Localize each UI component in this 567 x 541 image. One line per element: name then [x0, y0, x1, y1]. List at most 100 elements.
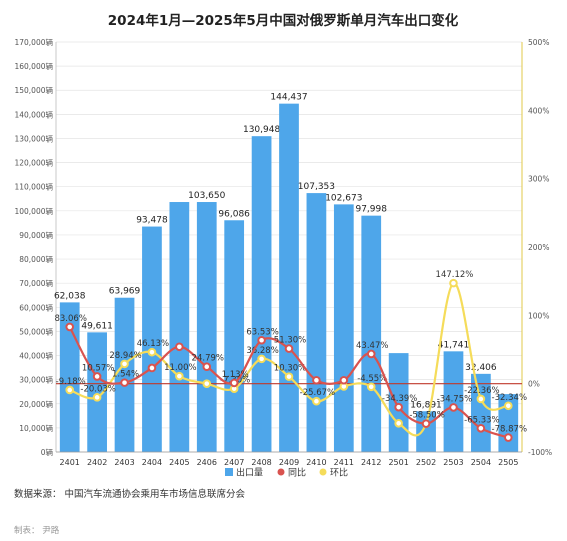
data-point	[449, 403, 458, 412]
x-tick-label: 2401	[60, 458, 80, 467]
yoy-series: 83.06% 10.57%1.54% 24.79% 1.13% 63.53%51.30%…	[54, 314, 527, 442]
y-axis-left: 0辆 10,000辆 20,000辆 30,000辆 40,000辆 50,000辆 60,…	[14, 37, 53, 457]
data-point	[147, 363, 157, 373]
data-point	[503, 401, 513, 411]
data-point	[65, 385, 75, 395]
y2-tick-label: 200%	[528, 243, 549, 252]
data-point	[175, 342, 184, 352]
data-point	[339, 375, 349, 385]
y2-tick-label: 400%	[528, 106, 549, 115]
bar	[114, 297, 135, 452]
point-label: 147.12%	[436, 270, 474, 280]
bar-label: 97,998	[355, 205, 387, 215]
x-tick-label: 2502	[416, 458, 436, 467]
y-tick-label: 20,000辆	[19, 399, 53, 409]
y-tick-label: 140,000辆	[14, 109, 53, 119]
data-point	[476, 424, 486, 433]
chart-title: 2024年1月—2025年5月中国对俄罗斯单月汽车出口变化	[108, 12, 459, 29]
y-tick-label: 70,000辆	[19, 278, 53, 288]
data-point	[120, 359, 129, 369]
point-label: 46.13%	[137, 339, 169, 349]
y-tick-label: 130,000辆	[14, 133, 53, 143]
y-tick-label: 110,000辆	[14, 182, 53, 192]
point-label: -22.36%	[464, 386, 499, 396]
bar-label: 63,969	[109, 287, 141, 297]
y2-tick-label: 500%	[528, 38, 549, 47]
data-point	[284, 372, 294, 381]
point-label: 28.94%	[109, 351, 141, 361]
point-label: 43.47%	[356, 341, 388, 351]
bar	[251, 136, 272, 452]
data-point	[65, 322, 75, 332]
point-label: -4.55%	[357, 374, 387, 384]
y-tick-label: 0辆	[41, 447, 54, 457]
bar-label: 144,437	[270, 93, 307, 103]
point-label: 51.30%	[274, 336, 306, 346]
point-label: -20.03%	[80, 384, 115, 394]
point-label: -58.50%	[409, 411, 444, 421]
bar-series: 62,038 49,611 63,969 93,478 103,650 96,086 130…	[54, 93, 519, 452]
data-point	[257, 354, 266, 364]
point-label: 1.13%	[222, 370, 249, 380]
x-tick-label: 2411	[334, 458, 354, 467]
legend-label: 出口量	[236, 467, 263, 479]
bar-label: 96,086	[218, 209, 250, 219]
point-label: -32.34%	[492, 393, 527, 403]
x-tick-label: 2505	[498, 458, 518, 467]
bar-label: 49,611	[81, 321, 113, 331]
y-tick-label: 80,000辆	[19, 254, 53, 264]
x-tick-label: 2412	[361, 458, 381, 467]
bar-label: 103,650	[188, 191, 225, 201]
y2-tick-label: 300%	[528, 175, 549, 184]
bar	[361, 215, 382, 452]
bar-label: 130,948	[243, 125, 280, 135]
x-tick-label: 2410	[306, 458, 326, 467]
data-point	[476, 394, 486, 404]
x-tick-label: 2406	[197, 458, 217, 467]
combo-chart: 2024年1月—2025年5月中国对俄罗斯单月汽车出口变化 0辆 10,000辆 2…	[14, 12, 552, 479]
y-axis-right: -100% 0% 100% 200% 300% 400% 500%	[528, 38, 552, 457]
x-tick-label: 2403	[114, 458, 134, 467]
legend-swatch-mom	[319, 468, 327, 476]
data-point	[312, 396, 321, 406]
y-tick-label: 60,000辆	[19, 302, 53, 312]
data-point	[202, 362, 212, 372]
data-point	[202, 379, 212, 388]
bar-label: 93,478	[136, 216, 168, 226]
y-tick-label: 170,000辆	[14, 37, 53, 47]
point-label: 83.06%	[54, 314, 86, 324]
data-point	[147, 347, 157, 357]
point-label: 24.79%	[192, 354, 224, 364]
data-point	[92, 372, 102, 381]
y-tick-label: 50,000辆	[19, 326, 53, 336]
bar-label: 62,038	[54, 291, 86, 301]
legend: 出口量 同比 环比	[225, 467, 348, 479]
x-tick-label: 2407	[224, 458, 244, 467]
bar	[142, 226, 162, 452]
bar	[471, 373, 491, 452]
y-tick-label: 40,000辆	[19, 351, 53, 361]
data-source: 数据来源： 中国汽车流通协会乘用车市场信息联席分会	[14, 489, 246, 500]
y-tick-label: 120,000辆	[14, 158, 53, 168]
data-point	[257, 335, 266, 345]
y2-tick-label: 0%	[528, 380, 540, 389]
x-tick-label: 2402	[87, 458, 107, 467]
data-point	[503, 433, 513, 442]
bar	[306, 193, 327, 452]
x-tick-label: 2501	[388, 458, 408, 467]
bar	[196, 202, 217, 452]
maker-credit: 制表： 尹路	[14, 526, 60, 536]
y2-tick-label: -100%	[528, 448, 552, 457]
bar	[279, 103, 299, 452]
point-label: -65.33%	[464, 415, 499, 425]
legend-swatch-yoy	[277, 468, 285, 476]
data-point	[449, 278, 458, 288]
point-label: 10.30%	[274, 364, 306, 374]
point-label: 36.28%	[246, 346, 278, 356]
x-tick-label: 2409	[279, 458, 299, 467]
bar	[333, 204, 354, 452]
point-label: 10.57%	[82, 363, 114, 373]
point-label: -78.87%	[492, 425, 527, 435]
bar-label: 32,406	[465, 363, 497, 373]
